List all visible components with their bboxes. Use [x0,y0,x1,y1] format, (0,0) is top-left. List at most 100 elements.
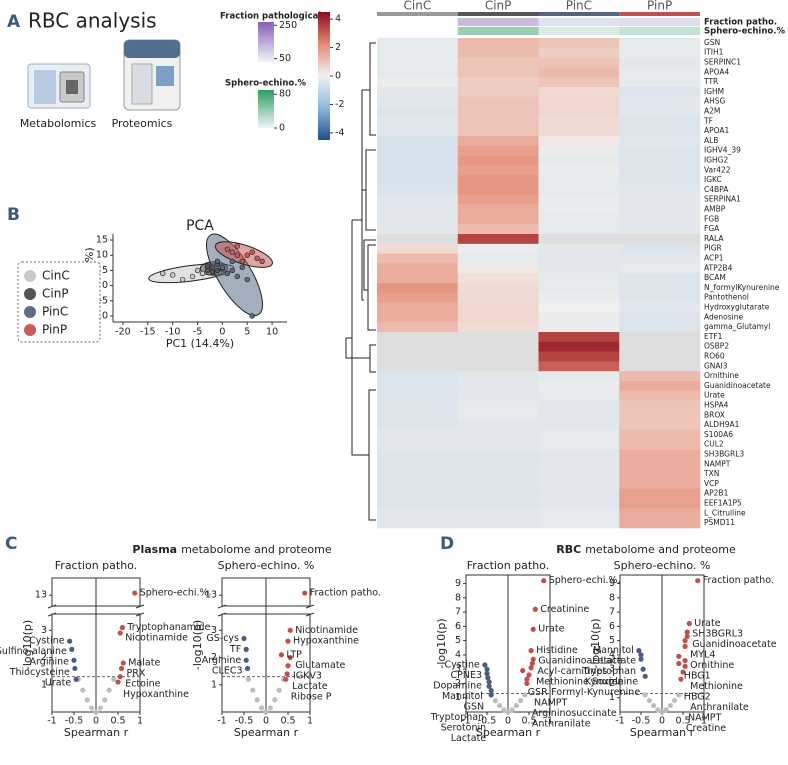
heatmap-cell [619,420,701,431]
data-point [243,657,249,663]
heatmap-cell [619,439,701,450]
y-tick-label: 1 [41,679,47,690]
x-tick-label: 0.5 [110,716,125,727]
row-label: AHSG [704,97,726,106]
heatmap-cell [619,185,701,196]
heatmap-cell [538,371,620,382]
heatmap-cell [377,283,459,294]
heatmap-cell [457,234,539,245]
y-tick-label: -5 [99,295,108,306]
legend-title: Fraction pathological [220,12,321,22]
point-label: Urate [694,618,720,629]
point-label: Lactate [451,733,487,744]
row-label: TTR [703,77,718,86]
heatmap-cell [377,371,459,382]
heatmap-cell [377,312,459,323]
dendrogram [345,42,376,521]
axis-break [47,604,145,617]
y-tick-label: 6 [609,621,615,632]
heatmap-cell [619,87,701,98]
heatmap-cell [619,449,701,460]
row-label: TF [703,116,713,125]
heatmap-cell [538,234,620,245]
data-point [276,687,282,693]
point-label: Fraction patho. [703,575,774,586]
panel-letter: D [440,534,454,554]
heatmap-cell [619,67,701,78]
legend-box [17,261,101,343]
heatmap-cell [377,234,459,245]
point-label: Creatinine [540,604,589,615]
heatmap-cell [457,253,539,264]
x-axis-label: Spearman r [476,726,541,739]
heatmap-cell [457,194,539,205]
row-label: S100A6 [704,430,733,439]
heatmap-cell [457,371,539,382]
y-tick-label: 10 [96,250,108,261]
y-tick-label: 13 [35,590,47,601]
heatmap-cell [457,381,539,392]
proteomics-icon [123,39,181,111]
heatmap-cell [619,498,701,509]
heatmap-cell [377,322,459,333]
point-label: Dopamine [433,680,482,691]
data-point [204,263,211,269]
heatmap-cell [377,126,459,137]
heatmap-cell [538,77,620,88]
heatmap-cell [457,449,539,460]
colorbar-tick-label: 0 [335,71,341,82]
point-label: Hypoxanthine [293,636,359,647]
heatmap-cell [538,165,620,176]
point-label: Cystine [444,659,480,670]
heatmap-cell [538,145,620,156]
x-tick-label: 0 [263,716,269,727]
x-tick-label: -10 [165,327,181,338]
data-point [119,625,125,631]
data-point [254,697,260,703]
heatmap-cell [619,224,701,235]
point-label: Lactate [292,681,328,692]
heatmap-cell [538,390,620,401]
heatmap-cell [619,57,701,68]
row-label: N_formylKynurenine [704,283,780,292]
data-point [638,652,644,658]
data-point [118,665,125,672]
annotation-cell [619,18,700,26]
heatmap-cell [377,145,459,156]
point-label: Ribose P [291,691,332,702]
heatmap-cell [619,204,701,215]
heatmap-cell [377,351,459,362]
heatmap-cell [457,136,539,147]
point-label: Anthranilate [532,719,591,730]
heatmap-cell [377,361,459,372]
data-point [640,666,646,672]
data-point [492,697,498,704]
data-point [120,660,126,666]
heatmap-cell [457,283,539,294]
heatmap-cell [619,400,701,411]
heatmap-cell [619,136,701,147]
data-point [302,590,308,596]
group-bar [377,12,458,16]
x-tick-label: 0 [219,327,225,338]
row-label: SERPINA1 [704,195,741,204]
row-label: BCAM [704,273,726,282]
data-point [529,660,535,667]
annotation-label: Fraction patho. [704,18,777,28]
heatmap-cell [457,96,539,107]
data-point [684,633,690,639]
heatmap-cell [619,126,701,137]
row-label: A2M [704,107,720,116]
data-point [287,627,293,633]
annotation-label: Sphero-echino.% [704,27,785,37]
y-tick-label: 0 [102,280,108,291]
heatmap-cell [377,165,459,176]
heatmap-cell [619,518,701,529]
heatmap-cell [457,224,539,235]
heatmap-cell [457,38,539,49]
row-label: AP2B1 [704,489,729,498]
heatmap-cell [538,322,620,333]
data-point [93,709,99,715]
data-point [488,692,494,698]
data-point [239,264,245,271]
